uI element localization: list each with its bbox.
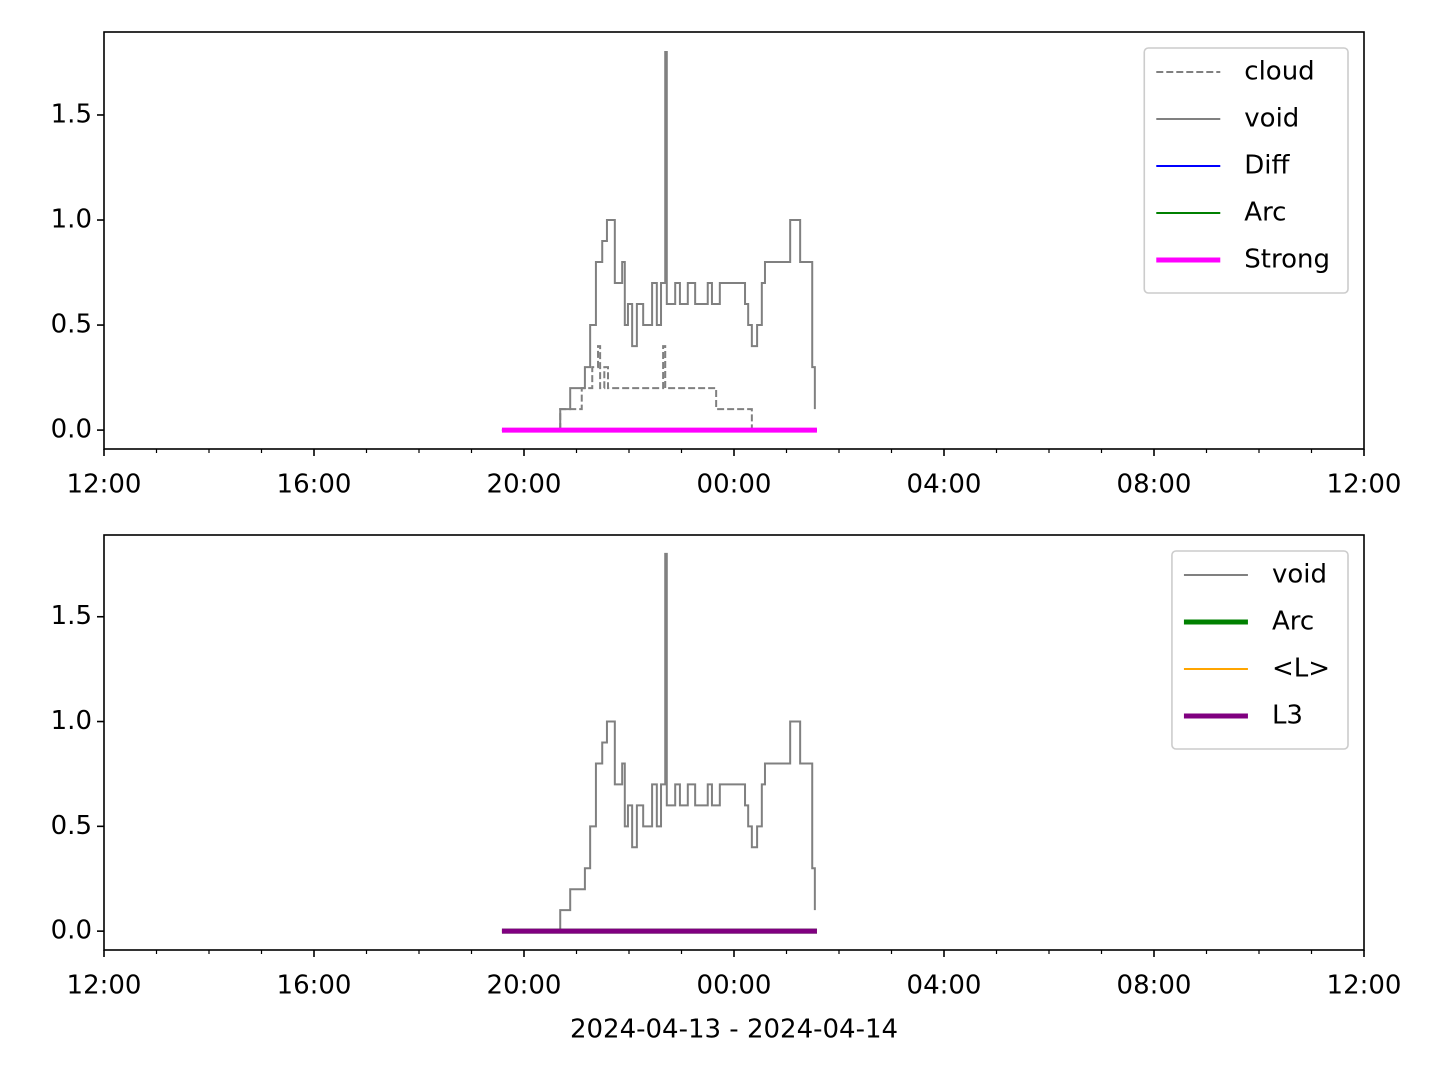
legend-label: cloud — [1244, 57, 1314, 87]
y-tick-label: 1.5 — [51, 601, 92, 631]
x-tick-label: 08:00 — [1117, 971, 1192, 1001]
legend-label: void — [1272, 560, 1327, 590]
x-tick-label: 12:00 — [1327, 470, 1402, 500]
legend-label: Arc — [1272, 607, 1314, 637]
x-tick-label: 16:00 — [277, 971, 352, 1001]
legend-label: Strong — [1244, 245, 1330, 275]
legend-label: <L> — [1272, 654, 1330, 684]
x-tick-label: 12:00 — [1327, 971, 1402, 1001]
y-tick-label: 1.5 — [51, 99, 92, 129]
y-tick-label: 0.5 — [51, 811, 92, 841]
legend: cloud void Diff Arc Strong — [1143, 47, 1349, 294]
x-tick-label: 16:00 — [277, 470, 352, 500]
legend-frame — [1171, 550, 1349, 750]
x-tick-label: 20:00 — [487, 971, 562, 1001]
y-tick-label: 1.0 — [51, 706, 92, 736]
legend-label: L3 — [1272, 701, 1303, 731]
x-tick-label: 00:00 — [697, 470, 772, 500]
series-line — [559, 552, 816, 932]
legend-frame — [1143, 47, 1349, 294]
x-tick-label: 08:00 — [1117, 470, 1192, 500]
legend-label: void — [1244, 104, 1299, 134]
y-tick-label: 0.0 — [51, 415, 92, 445]
y-tick-label: 1.0 — [51, 205, 92, 235]
legend-label: Arc — [1244, 198, 1286, 228]
x-tick-label: 12:00 — [67, 470, 142, 500]
series-line — [559, 345, 753, 431]
x-tick-label: 04:00 — [907, 971, 982, 1001]
y-tick-label: 0.0 — [51, 916, 92, 946]
x-tick-label: 04:00 — [907, 470, 982, 500]
x-tick-label: 20:00 — [487, 470, 562, 500]
x-tick-label: 00:00 — [697, 971, 772, 1001]
legend-label: Diff — [1244, 151, 1290, 181]
legend: void Arc <L> L3 — [1171, 550, 1349, 750]
y-tick-label: 0.5 — [51, 310, 92, 340]
x-axis-label: 2024-04-13 - 2024-04-14 — [570, 1015, 898, 1045]
series-line — [559, 50, 816, 431]
x-tick-label: 12:00 — [67, 971, 142, 1001]
